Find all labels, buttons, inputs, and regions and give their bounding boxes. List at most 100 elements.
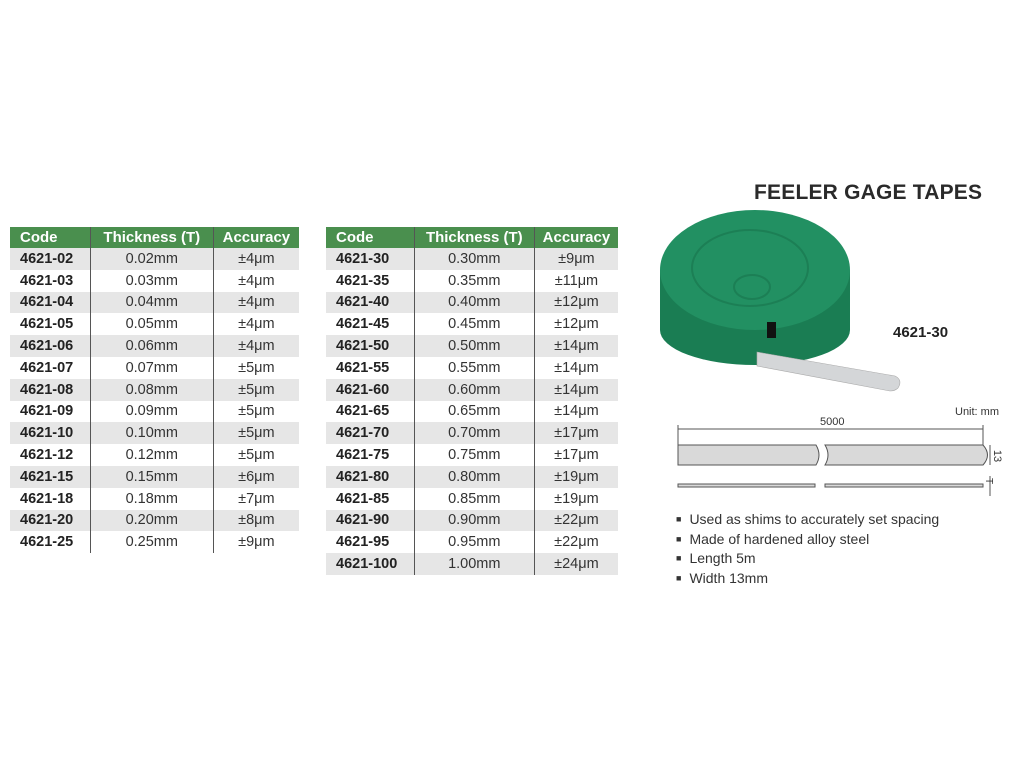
code-cell: 4621-03	[20, 272, 74, 289]
code-cell: 4621-02	[10, 248, 91, 270]
code-cell: 4621-25	[20, 534, 74, 551]
code-cell: 4621-18	[20, 490, 74, 507]
code-cell: 4621-75	[336, 447, 390, 464]
table-row: 4621-07 0.07mm ±5μm	[10, 356, 299, 379]
thickness-cell: 0.30mm	[413, 248, 535, 270]
thickness-cell: 0.15mm	[89, 465, 214, 488]
thickness-cell: 0.60mm	[413, 378, 535, 401]
accuracy-cell: ±6μm	[212, 465, 299, 488]
code-cell: 4621-12	[20, 447, 74, 464]
table-row: 4621-08 0.08mm ±5μm	[10, 378, 299, 401]
page-title: FEELER GAGE TAPES	[754, 181, 983, 204]
thickness-cell: 0.45mm	[413, 313, 535, 336]
code-cell: 4621-50	[326, 335, 415, 357]
thickness-cell: 1.00mm	[413, 553, 535, 575]
thickness-cell: 0.05mm	[89, 313, 214, 336]
column-header: Accuracy	[533, 227, 618, 248]
feature-item: Length 5m	[676, 550, 939, 570]
accuracy-cell: ±9μm	[533, 248, 618, 270]
code-cell: 4621-04	[10, 291, 91, 314]
feature-item: Made of hardened alloy steel	[676, 531, 939, 551]
accuracy-cell: ±4μm	[212, 335, 299, 357]
accuracy-cell: ±4μm	[212, 291, 299, 314]
table-row: 4621-25 0.25mm ±9μm	[10, 531, 299, 554]
table-row: 4621-06 0.06mm ±4μm	[10, 335, 299, 357]
thickness-cell: 0.95mm	[413, 531, 535, 554]
table-row: 4621-18 0.18mm ±7μm	[10, 487, 299, 510]
accuracy-cell: ±11μm	[533, 269, 618, 292]
accuracy-cell: ±19μm	[533, 487, 618, 510]
accuracy-cell: ±7μm	[212, 487, 299, 510]
feature-list: Used as shims to accurately set spacing …	[676, 511, 939, 589]
thickness-dimension-label: T	[983, 478, 994, 484]
table-row: 4621-85 0.85mm ±19μm	[326, 487, 618, 510]
length-dimension-label: 5000	[820, 416, 845, 428]
thickness-cell: 0.80mm	[413, 465, 535, 488]
column-header: Thickness (T)	[89, 227, 214, 248]
code-cell: 4621-70	[326, 422, 415, 445]
accuracy-cell: ±14μm	[533, 335, 618, 357]
table-row: 4621-20 0.20mm ±8μm	[10, 509, 299, 532]
code-cell: 4621-08	[10, 378, 91, 401]
table-row: 4621-95 0.95mm ±22μm	[326, 531, 618, 554]
code-cell: 4621-60	[326, 378, 415, 401]
accuracy-cell: ±8μm	[212, 509, 299, 532]
thickness-cell: 0.18mm	[89, 487, 214, 510]
table-row: 4621-50 0.50mm ±14μm	[326, 335, 618, 357]
code-cell: 4621-07	[20, 359, 74, 376]
table-row: 4621-40 0.40mm ±12μm	[326, 291, 618, 314]
accuracy-cell: ±14μm	[533, 400, 618, 423]
code-cell: 4621-45	[336, 316, 390, 333]
table-row: 4621-45 0.45mm ±12μm	[326, 313, 618, 336]
thickness-cell: 0.04mm	[89, 291, 214, 314]
table-row: 4621-02 0.02mm ±4μm	[10, 248, 299, 270]
table-row: 4621-30 0.30mm ±9μm	[326, 248, 618, 270]
code-cell: 4621-06	[10, 335, 91, 357]
code-cell: 4621-10	[10, 422, 91, 445]
column-header: Accuracy	[212, 227, 299, 248]
code-cell: 4621-35	[336, 272, 390, 289]
code-cell: 4621-65	[336, 403, 390, 420]
feature-item: Width 13mm	[676, 570, 939, 590]
column-header: Code	[326, 227, 415, 248]
accuracy-cell: ±5μm	[212, 378, 299, 401]
code-cell: 4621-100	[326, 553, 415, 575]
thickness-cell: 0.09mm	[89, 400, 214, 423]
thickness-cell: 0.65mm	[413, 400, 535, 423]
product-model-label: 4621-30	[893, 324, 949, 341]
code-cell: 4621-20	[10, 509, 91, 532]
width-dimension-label: 13	[991, 450, 1003, 462]
table-row: 4621-65 0.65mm ±14μm	[326, 400, 618, 423]
table-row: 4621-15 0.15mm ±6μm	[10, 465, 299, 488]
accuracy-cell: ±19μm	[533, 465, 618, 488]
code-cell: 4621-90	[326, 509, 415, 532]
code-cell: 4621-05	[20, 316, 74, 333]
accuracy-cell: ±17μm	[533, 422, 618, 445]
accuracy-cell: ±12μm	[533, 313, 618, 336]
accuracy-cell: ±17μm	[533, 444, 618, 466]
accuracy-cell: ±4μm	[212, 269, 299, 292]
thickness-cell: 0.35mm	[413, 269, 535, 292]
accuracy-cell: ±12μm	[533, 291, 618, 314]
accuracy-cell: ±5μm	[212, 444, 299, 466]
accuracy-cell: ±14μm	[533, 356, 618, 379]
accuracy-cell: ±9μm	[212, 531, 299, 554]
thickness-cell: 0.50mm	[413, 335, 535, 357]
table-row: 4621-80 0.80mm ±19μm	[326, 465, 618, 488]
thickness-cell: 0.90mm	[413, 509, 535, 532]
code-cell: 4621-09	[20, 403, 74, 420]
thickness-cell: 0.20mm	[89, 509, 214, 532]
feature-item: Used as shims to accurately set spacing	[676, 511, 939, 531]
table-row: 4621-70 0.70mm ±17μm	[326, 422, 618, 445]
accuracy-cell: ±24μm	[533, 553, 618, 575]
accuracy-cell: ±5μm	[212, 422, 299, 445]
unit-label: Unit: mm	[955, 406, 999, 418]
thickness-cell: 0.10mm	[89, 422, 214, 445]
thickness-cell: 0.12mm	[89, 444, 214, 466]
accuracy-cell: ±4μm	[212, 248, 299, 270]
spec-table-left: Code Thickness (T) Accuracy 4621-02 0.02mm ±4…	[10, 227, 299, 554]
code-cell: 4621-85	[336, 490, 390, 507]
thickness-cell: 0.08mm	[89, 378, 214, 401]
thickness-cell: 0.40mm	[413, 291, 535, 314]
thickness-cell: 0.55mm	[413, 356, 535, 379]
